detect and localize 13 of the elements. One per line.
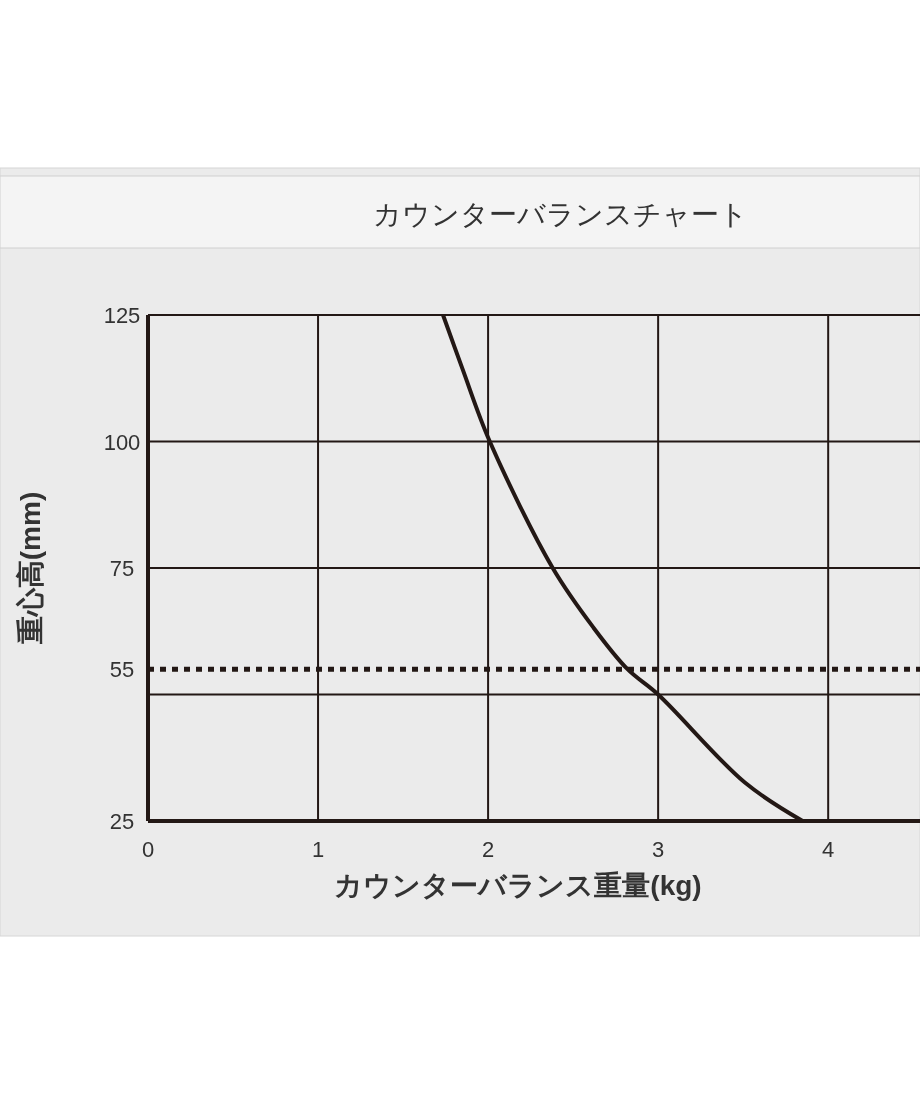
y-tick-label: 25 [109, 809, 135, 834]
x-axis-title: カウンターバランス重量(kg) [334, 870, 702, 901]
x-tick-label: 4 [822, 837, 835, 862]
x-tick-label: 3 [652, 837, 665, 862]
y-tick-label: 125 [103, 303, 141, 328]
y-tick-label: 75 [109, 556, 135, 581]
chart-title: カウンターバランスチャート [372, 199, 748, 230]
x-tick-label: 0 [141, 837, 155, 862]
ref-line-label: 55 [109, 657, 135, 683]
x-tick-label: 2 [481, 837, 495, 862]
y-tick-label: 100 [103, 429, 141, 455]
y-axis-title: 重心高(mm) [15, 491, 46, 646]
x-tick-label: 1 [311, 837, 325, 862]
